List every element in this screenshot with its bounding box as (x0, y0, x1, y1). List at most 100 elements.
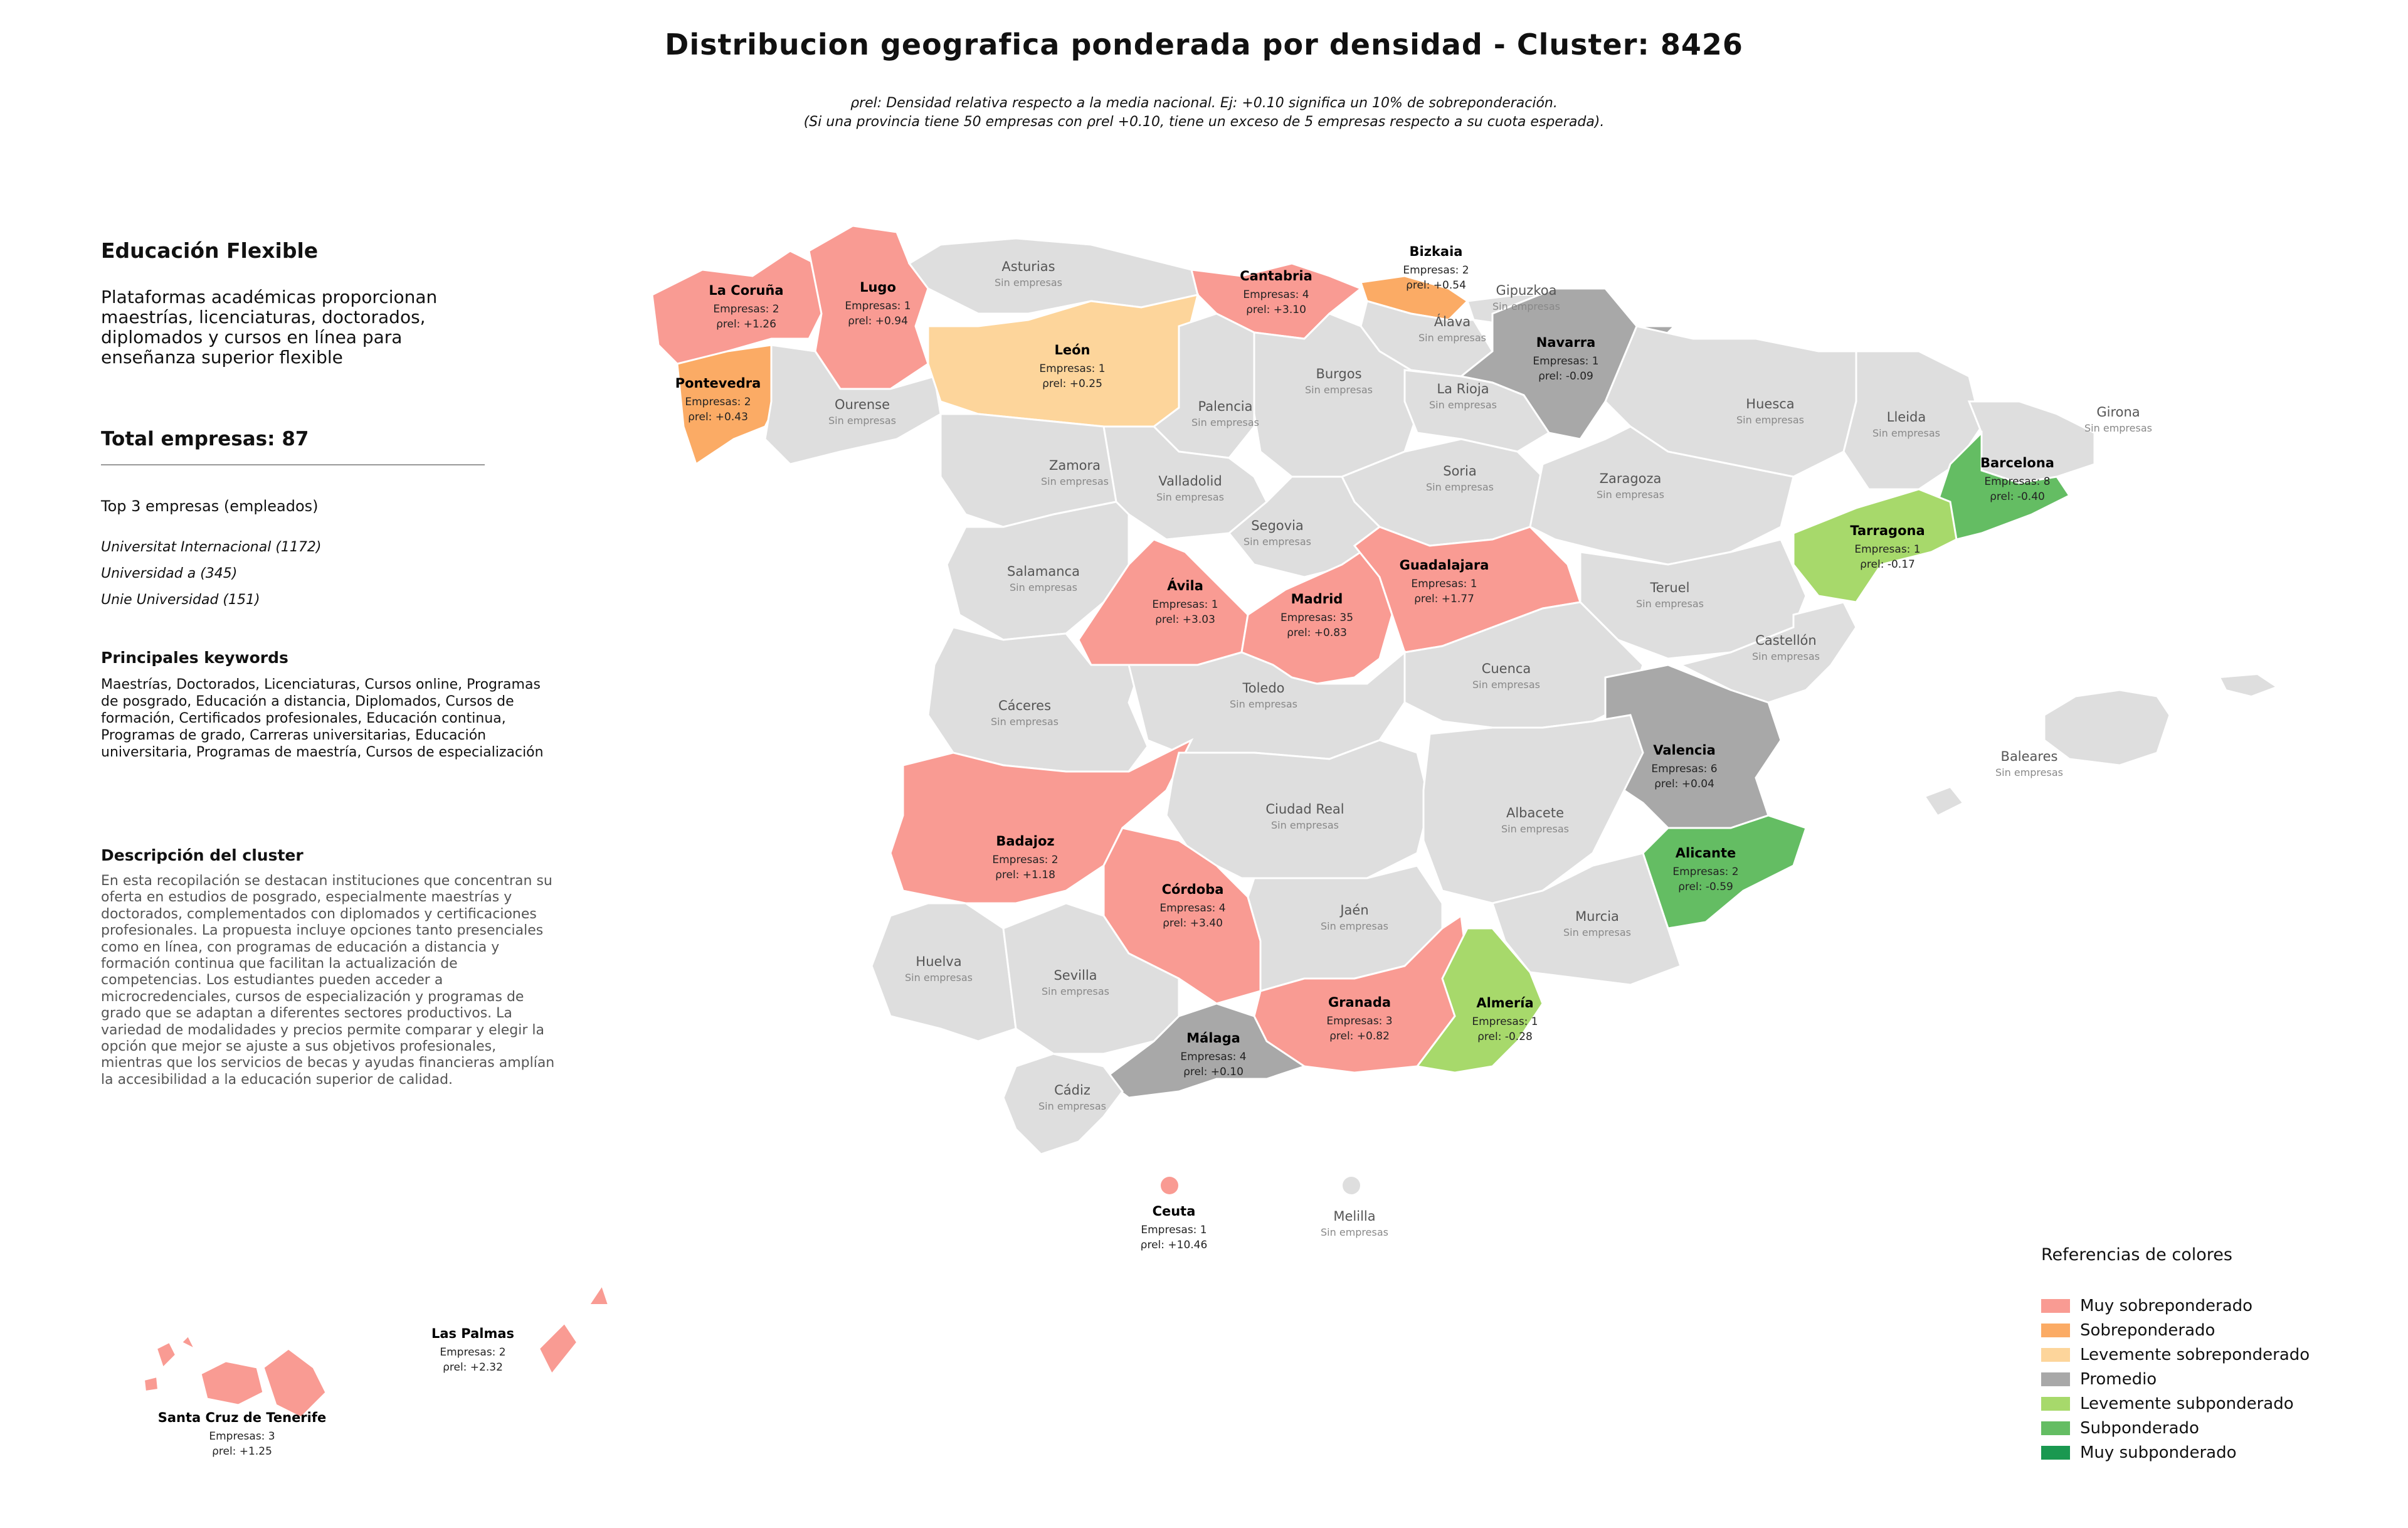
province-rho-label: ρrel: +1.18 (995, 869, 1055, 881)
province-companies-label: Empresas: 3 (209, 1430, 275, 1443)
province-santa-cruz-island (143, 1376, 159, 1393)
province-ourense (764, 344, 942, 465)
keywords-text: Maestrías, Doctorados, Licenciaturas, Cu… (101, 677, 544, 760)
province-companies-label: Empresas: 1 (1152, 598, 1218, 611)
province-rho-label: ρrel: -0.09 (1538, 370, 1593, 383)
legend-label: Promedio (2080, 1369, 2157, 1389)
legend-item: Subponderado (2041, 1416, 2392, 1440)
legend-title: Referencias de colores (2041, 1245, 2232, 1265)
legend-swatch (2041, 1421, 2070, 1435)
province-companies-label: Empresas: 4 (1159, 902, 1225, 915)
province-name-label: Soria (1443, 464, 1477, 479)
province-name-label: Segovia (1251, 518, 1304, 533)
province-companies-label: Empresas: 2 (713, 303, 779, 316)
province-santa-cruz-island (181, 1335, 196, 1350)
province-no-companies-label: Sin empresas (1636, 598, 1704, 610)
province-labels: La Coruña Empresas: 2 ρrel: +1.26 Lugo Empre… (158, 244, 2152, 1458)
province-rho-label: ρrel: +2.32 (443, 1361, 503, 1374)
legend-swatch (2041, 1396, 2070, 1411)
province-no-companies-label: Sin empresas (1752, 650, 1820, 662)
legend-swatch (2041, 1298, 2070, 1313)
province-no-companies-label: Sin empresas (1230, 698, 1297, 710)
province-rho-label: ρrel: +0.25 (1042, 378, 1102, 390)
legend-item: Sobreponderado (2041, 1318, 2392, 1342)
province-segovia (1227, 475, 1381, 578)
province-rho-label: ρrel: +0.83 (1287, 627, 1347, 639)
province-name-label: Melilla (1333, 1209, 1375, 1224)
province-name-label: Girona (2096, 405, 2140, 420)
province-companies-label: Empresas: 2 (440, 1346, 505, 1359)
province-companies-label: Empresas: 1 (1039, 363, 1105, 375)
province-no-companies-label: Sin empresas (1321, 920, 1388, 932)
province-albacete (1422, 714, 1644, 905)
top-company-item: Unie Universidad (151) (101, 592, 260, 608)
province-name-label: Zaragoza (1600, 471, 1662, 486)
province-name-label: Cádiz (1054, 1083, 1090, 1098)
province-rho-label: ρrel: +1.26 (716, 318, 776, 331)
province-name-label: Bizkaia (1410, 244, 1463, 259)
province-no-companies-label: Sin empresas (1321, 1226, 1388, 1238)
province-las-palmas-island (588, 1284, 610, 1305)
legend-swatch (2041, 1372, 2070, 1386)
province-name-label: Barcelona (1980, 455, 2054, 470)
legend-label: Muy sobreponderado (2080, 1296, 2253, 1315)
province-no-companies-label: Sin empresas (1597, 489, 1664, 501)
province-ciudad-real (1165, 739, 1431, 879)
top-companies-heading: Top 3 empresas (empleados) (101, 497, 319, 515)
province-name-label: Ciudad Real (1265, 802, 1344, 817)
province-baleares-island (2219, 673, 2278, 698)
province-name-label: Cáceres (998, 698, 1051, 713)
total-companies: Total empresas: 87 (101, 428, 309, 450)
province-companies-label: Empresas: 1 (845, 300, 911, 312)
province-name-label: Lleida (1887, 410, 1926, 425)
province-companies-label: Empresas: 2 (1403, 264, 1469, 277)
province-name-label: Huelva (916, 954, 961, 969)
province-companies-label: Empresas: 1 (1854, 543, 1920, 556)
province-rho-label: ρrel: +3.40 (1163, 917, 1223, 930)
province-no-companies-label: Sin empresas (1472, 679, 1540, 691)
province-name-label: Cuenca (1482, 661, 1531, 676)
legend-item: Promedio (2041, 1367, 2392, 1391)
province-name-label: Málaga (1186, 1031, 1240, 1046)
province-no-companies-label: Sin empresas (905, 972, 973, 984)
keywords-heading: Principales keywords (101, 649, 288, 667)
province-name-label: Salamanca (1007, 564, 1080, 579)
province-name-label: Ceuta (1153, 1204, 1196, 1219)
province-name-label: Castellón (1755, 633, 1816, 648)
province-rho-label: ρrel: +3.10 (1246, 304, 1306, 316)
legend-item: Levemente subponderado (2041, 1391, 2392, 1416)
legend-swatch (2041, 1323, 2070, 1337)
province-name-label: Almería (1476, 995, 1533, 1011)
province-caceres (927, 626, 1149, 773)
province-name-label: Albacete (1506, 805, 1564, 820)
province-santa-cruz (199, 1360, 265, 1406)
cluster-description-text: En esta recopilación se destacan institu… (101, 873, 555, 1088)
province-no-companies-label: Sin empresas (1418, 332, 1486, 344)
province-name-label: Madrid (1291, 592, 1343, 607)
province-name-label: Pontevedra (675, 376, 761, 391)
province-name-label: Zamora (1049, 458, 1101, 473)
province-name-label: La Coruña (709, 283, 783, 298)
province-melilla (1343, 1177, 1360, 1194)
province-name-label: La Rioja (1437, 381, 1489, 396)
province-no-companies-label: Sin empresas (1563, 926, 1631, 938)
province-lugo (808, 225, 929, 390)
province-no-companies-label: Sin empresas (995, 277, 1062, 289)
province-cadiz (1002, 1053, 1124, 1155)
cluster-summary: Plataformas académicas proporcionan maes… (101, 287, 438, 368)
province-rho-label: ρrel: +0.43 (688, 411, 748, 423)
province-no-companies-label: Sin empresas (2084, 422, 2152, 434)
legend-swatch (2041, 1445, 2070, 1460)
province-rho-label: ρrel: +1.25 (212, 1445, 272, 1458)
province-no-companies-label: Sin empresas (828, 415, 896, 427)
province-no-companies-label: Sin empresas (1156, 491, 1224, 503)
legend-item: Muy sobreponderado (2041, 1293, 2392, 1318)
province-name-label: Lugo (860, 280, 896, 295)
legend-label: Levemente sobreponderado (2080, 1345, 2310, 1364)
province-name-label: Álava (1434, 314, 1471, 329)
province-companies-label: Empresas: 3 (1326, 1015, 1392, 1027)
province-zaragoza (1529, 425, 1795, 566)
province-name-label: Baleares (2001, 749, 2058, 764)
province-shapes (143, 225, 2278, 1419)
